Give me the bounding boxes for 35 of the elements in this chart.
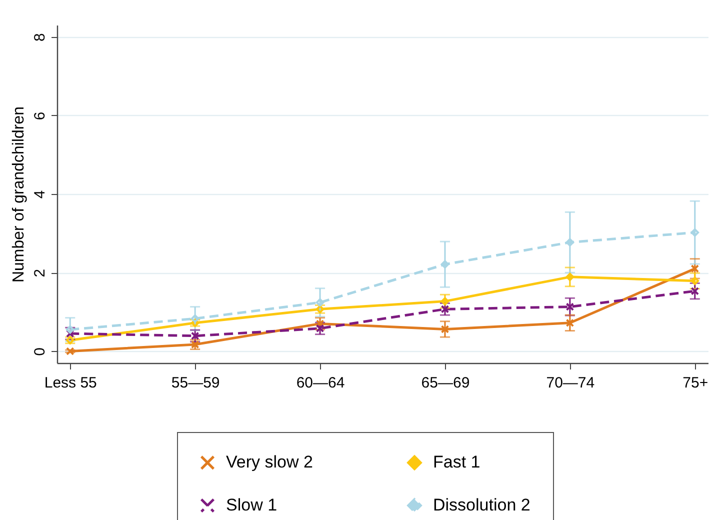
y-axis-title: Number of grandchildren xyxy=(10,106,28,283)
legend-label: Fast 1 xyxy=(433,452,480,472)
point xyxy=(440,260,450,269)
y-tick-label: 0 xyxy=(32,348,48,356)
point xyxy=(440,304,450,314)
point xyxy=(690,286,700,296)
x-tick-label: Less 55 xyxy=(44,374,97,392)
x-tick-label: 55—59 xyxy=(171,374,220,392)
x-tick-label: 75+ xyxy=(682,374,708,392)
point xyxy=(66,325,74,334)
point xyxy=(440,325,450,334)
y-tick-label: 4 xyxy=(32,190,48,199)
legend-label: Dissolution 2 xyxy=(433,496,530,514)
x-tick-label: 65—69 xyxy=(421,374,470,392)
legend-label: Very slow 2 xyxy=(226,452,313,472)
point xyxy=(566,318,574,328)
point xyxy=(190,332,200,340)
point xyxy=(566,272,574,282)
y-tick-label: 2 xyxy=(32,268,48,278)
point xyxy=(566,302,574,311)
point xyxy=(690,264,700,273)
y-tick-label: 6 xyxy=(32,112,48,120)
point xyxy=(690,228,700,237)
point xyxy=(690,276,700,286)
y-tick-label: 8 xyxy=(32,33,48,42)
legend-label: Slow 1 xyxy=(226,496,278,514)
point xyxy=(440,297,450,306)
point xyxy=(316,324,324,333)
point xyxy=(190,314,200,323)
x-tick-label: 70—74 xyxy=(546,374,595,392)
point xyxy=(66,347,74,356)
point xyxy=(566,238,574,247)
x-tick-label: 60—64 xyxy=(296,374,345,392)
point xyxy=(316,298,324,307)
point xyxy=(316,320,324,328)
